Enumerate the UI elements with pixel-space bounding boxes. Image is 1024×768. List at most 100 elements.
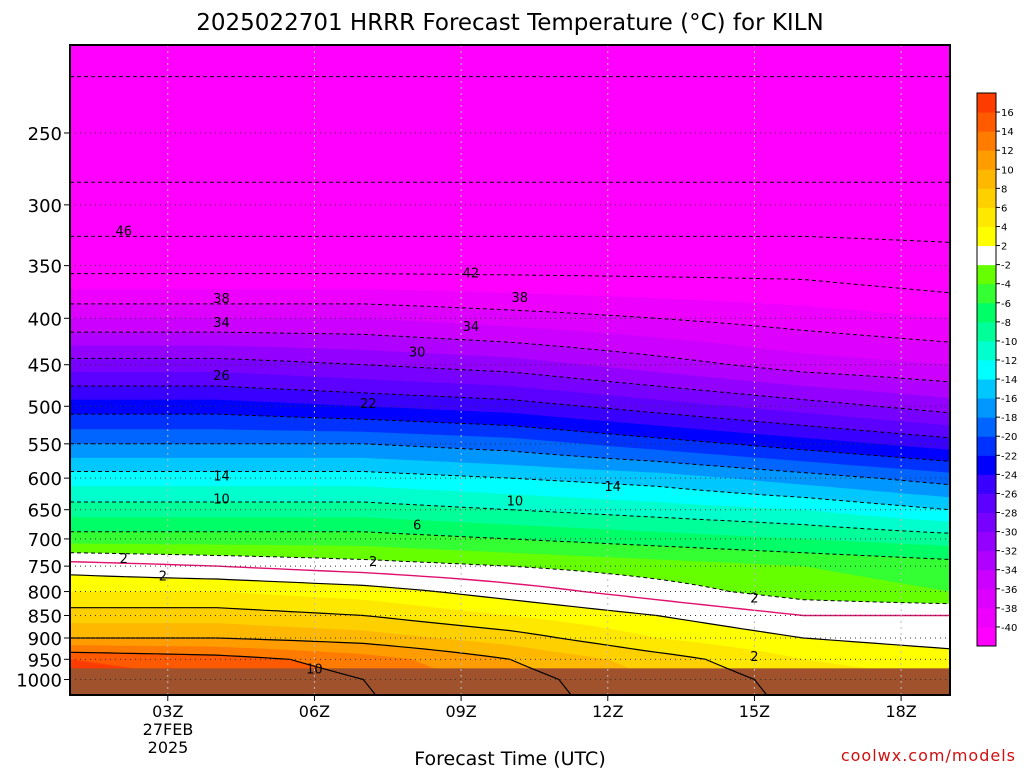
colorbar-label: -36 — [1001, 585, 1017, 596]
colorbar-label: -6 — [1001, 299, 1011, 310]
colorbar-swatch — [977, 340, 996, 361]
colorbar-swatch — [977, 131, 996, 151]
colorbar-label: -32 — [1001, 547, 1017, 558]
contour-label: 10 — [306, 662, 323, 677]
x-tick-label: 18Z — [885, 702, 916, 721]
contour-label: 2 — [750, 650, 758, 665]
colorbar-label: -10 — [1001, 337, 1017, 348]
colorbar-label: 8 — [1001, 184, 1007, 195]
y-tick-label: 1000 — [16, 671, 62, 692]
y-tick-label: 850 — [28, 606, 62, 627]
colorbar-swatch — [977, 112, 996, 132]
y-tick-label: 400 — [28, 309, 62, 330]
x-tick-label: 06Z — [299, 702, 330, 721]
y-tick-label: 550 — [28, 435, 62, 456]
y-tick-label: 800 — [28, 583, 62, 604]
y-tick-label: 350 — [28, 257, 62, 278]
colorbar-swatch — [977, 245, 996, 266]
colorbar-label: 2 — [1001, 242, 1007, 253]
ground-layer — [70, 668, 950, 695]
contour-label: 38 — [512, 291, 529, 306]
y-tick-label: 950 — [28, 650, 62, 671]
colorbar-swatch — [977, 493, 996, 514]
colorbar-label: -34 — [1001, 566, 1017, 577]
isotherm-6 — [70, 607, 950, 695]
contour-label: 2 — [159, 569, 167, 584]
time-axis: 03Z 06Z 09Z 12Z 15Z 18Z — [152, 695, 917, 721]
date-label-day: 27FEB — [143, 720, 194, 739]
colorbar-swatch — [977, 226, 996, 247]
colorbar-label: 14 — [1001, 127, 1014, 138]
colorbar: -40-38-36-34-32-30-28-26-24-22-20-18-16-… — [976, 92, 1017, 647]
colorbar-frame — [976, 92, 997, 647]
colorbar-swatch — [977, 321, 996, 342]
colorbar-label: -38 — [1001, 604, 1017, 615]
colorbar-label: -20 — [1001, 432, 1017, 443]
colorbar-swatch — [977, 588, 996, 609]
colorbar-swatch — [977, 550, 996, 571]
colorbar-label: 4 — [1001, 222, 1007, 233]
colorbar-swatch — [977, 569, 996, 590]
colorbar-swatch — [977, 150, 996, 170]
colorbar-label: -16 — [1001, 394, 1017, 405]
y-tick-label: 750 — [28, 557, 62, 578]
colorbar-swatch — [977, 264, 996, 285]
x-tick-label: 03Z — [152, 702, 183, 721]
temperature-bands — [70, 45, 950, 695]
colorbar-swatch — [977, 398, 996, 418]
y-tick-label: 500 — [28, 397, 62, 418]
contour-label: 10 — [507, 494, 524, 509]
colorbar-swatch — [977, 379, 996, 399]
contour-label: 6 — [413, 519, 421, 534]
colorbar-label: -24 — [1001, 470, 1017, 481]
freezing-line — [70, 561, 950, 617]
contour-label: 30 — [409, 345, 426, 360]
isotherm--34 — [70, 331, 950, 383]
y-tick-label: 250 — [28, 124, 62, 145]
colorbar-swatch — [977, 93, 996, 113]
colorbar-swatch — [977, 417, 996, 437]
contour-label: 46 — [116, 224, 133, 239]
colorbar-swatch — [977, 607, 996, 628]
colorbar-label: 12 — [1001, 146, 1014, 157]
contour-label: 14 — [604, 480, 621, 495]
colorbar-swatch — [977, 512, 996, 533]
colorbar-label: 6 — [1001, 203, 1007, 214]
date-label-year: 2025 — [148, 738, 189, 757]
colorbar-label: 10 — [1001, 165, 1014, 176]
grid-lines — [70, 45, 950, 695]
colorbar-swatch — [977, 436, 996, 456]
ground — [70, 668, 950, 695]
contour-label: 26 — [213, 369, 230, 384]
colorbar-swatch — [977, 455, 996, 475]
contour-label: 22 — [360, 397, 377, 412]
colorbar-label: -12 — [1001, 356, 1017, 367]
contour-label: 10 — [213, 493, 230, 508]
colorbar-swatch — [977, 626, 996, 647]
x-tick-label: 15Z — [739, 702, 770, 721]
colorbar-label: 16 — [1001, 108, 1014, 119]
colorbar-swatch — [977, 531, 996, 552]
y-tick-label: 600 — [28, 469, 62, 490]
y-tick-label: 650 — [28, 501, 62, 522]
contour-label: 2 — [120, 552, 128, 567]
credit-link[interactable]: coolwx.com/models — [841, 746, 1016, 765]
isotherm--2 — [70, 552, 950, 605]
plot-frame — [69, 44, 951, 696]
contour-label: 38 — [213, 292, 230, 307]
chart-title: 2025022701 HRRR Forecast Temperature (°C… — [196, 10, 823, 36]
colorbar-label: -22 — [1001, 451, 1017, 462]
contour-label: 34 — [463, 320, 480, 335]
contour-label: 2 — [369, 555, 377, 570]
colorbar-label: -4 — [1001, 280, 1011, 291]
x-axis-title: Forecast Time (UTC) — [414, 748, 605, 768]
contour-label: 42 — [463, 266, 480, 281]
contour-label: 14 — [213, 470, 230, 485]
colorbar-label: -30 — [1001, 528, 1017, 539]
colorbar-label: -26 — [1001, 489, 1017, 500]
colorbar-swatch — [977, 188, 996, 208]
colorbar-swatch — [977, 474, 996, 494]
contour-label: 2 — [750, 591, 758, 606]
